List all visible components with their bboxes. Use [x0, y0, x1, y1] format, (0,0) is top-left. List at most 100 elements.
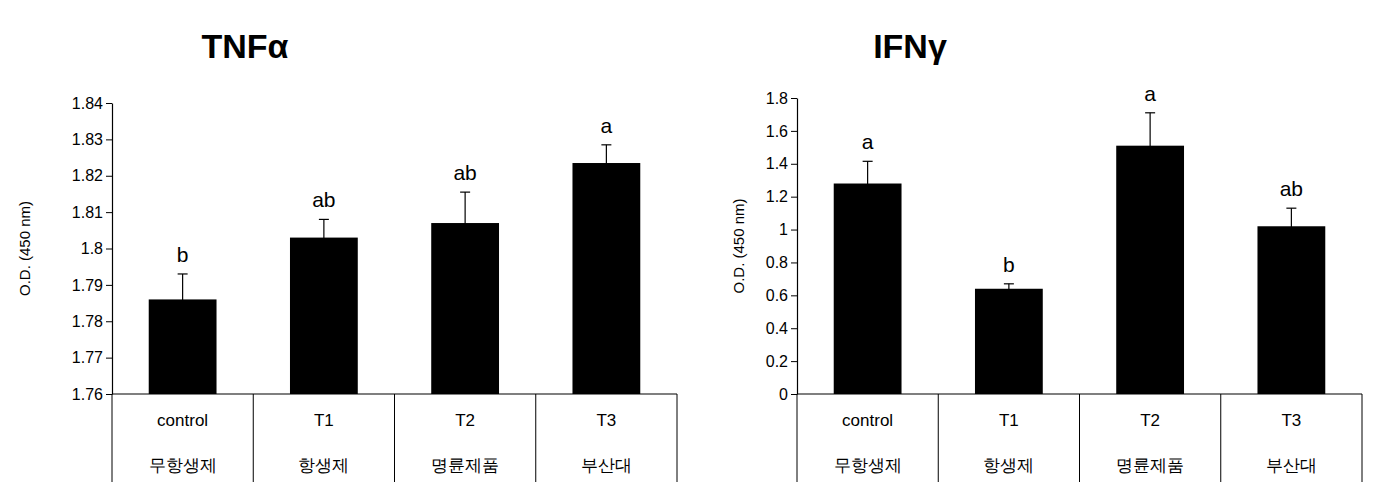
y-axis-label: O.D. (450 nm) — [730, 198, 747, 293]
y-tick-label: 0.4 — [766, 320, 788, 337]
category-separator — [253, 394, 254, 482]
x-tick-label: T3 — [596, 411, 616, 430]
error-bar-stem — [1291, 208, 1292, 244]
error-bar-cap — [1145, 112, 1155, 113]
x-tick-label: T3 — [1281, 411, 1301, 430]
error-bar-stem — [606, 145, 607, 181]
y-tick: 0.2 — [766, 353, 797, 370]
error-bar-stem — [1008, 284, 1009, 294]
x-subcategory-label: 항생제 — [298, 456, 349, 475]
category-separator — [938, 394, 939, 482]
y-tick: 1.82 — [72, 167, 112, 184]
y-tick-label: 1.2 — [766, 188, 788, 205]
error-bar-cap — [178, 273, 188, 274]
category-separator — [1220, 394, 1221, 482]
x-tick-label: T2 — [1140, 411, 1160, 430]
error-bar-cap — [1004, 293, 1014, 294]
y-tick-label: 0.6 — [766, 287, 788, 304]
bar — [1257, 226, 1325, 394]
significance-letter: b — [1003, 253, 1015, 276]
chart-title: TNFα — [202, 27, 289, 65]
x-tick-label: T1 — [999, 411, 1019, 430]
y-tick-label: 1.78 — [72, 313, 103, 330]
category-separator — [677, 394, 678, 482]
error-bar-cap — [601, 181, 611, 182]
y-tick-label: 1.79 — [72, 276, 103, 293]
y-axis-line — [797, 99, 798, 395]
error-bar-cap — [1286, 244, 1296, 245]
y-tick-mark — [106, 249, 112, 250]
category-separator — [535, 394, 536, 482]
y-axis: 00.20.40.60.811.21.41.61.8 — [766, 90, 798, 403]
error-bar-cap — [178, 324, 188, 325]
error-bar-stem — [465, 192, 466, 254]
y-tick: 0.4 — [766, 320, 797, 337]
category-separator — [1362, 394, 1363, 482]
chart-panel: IFNγO.D. (450 nm)00.20.40.60.811.21.41.6… — [730, 27, 1362, 482]
y-tick: 1.83 — [72, 131, 112, 148]
y-tick-mark — [791, 295, 797, 296]
error-bar-cap — [319, 219, 329, 220]
y-tick: 0.6 — [766, 287, 797, 304]
y-tick-mark — [791, 262, 797, 263]
y-tick-mark — [791, 328, 797, 329]
significance-letter: b — [177, 243, 189, 266]
y-axis-line — [112, 104, 113, 395]
y-tick-mark — [791, 98, 797, 99]
x-subcategory-label: 무항생제 — [149, 456, 217, 475]
y-tick-mark — [791, 394, 797, 395]
category-separator — [1079, 394, 1080, 482]
significance-letter: ab — [453, 161, 476, 184]
significance-letter: a — [862, 130, 874, 153]
plot-area — [149, 145, 641, 394]
y-tick-mark — [106, 358, 112, 359]
y-tick: 1.84 — [72, 95, 112, 112]
y-tick-label: 0.2 — [766, 353, 788, 370]
x-subcategory-label: 부산대 — [1266, 456, 1317, 475]
y-tick-label: 1.81 — [72, 204, 103, 221]
y-tick-label: 1.82 — [72, 167, 103, 184]
error-bar-cap — [1286, 208, 1296, 209]
significance-letter: a — [1144, 82, 1156, 105]
error-bar-cap — [601, 144, 611, 145]
error-bar-cap — [1004, 283, 1014, 284]
y-tick: 0.8 — [766, 254, 797, 271]
bar — [975, 289, 1043, 394]
y-tick-label: 1.83 — [72, 131, 103, 148]
y-tick-mark — [106, 103, 112, 104]
error-bar — [319, 219, 329, 255]
y-tick-label: 1.8 — [766, 90, 788, 107]
error-bar — [1286, 208, 1296, 244]
y-tick-label: 1.84 — [72, 95, 103, 112]
x-subcategory-label: 명륜제품 — [1116, 456, 1184, 475]
y-axis: 1.76 1.77 1.78 1.79 1.8 1.81 1.82 1.83 1.84 — [72, 95, 113, 403]
y-tick: 1.8 — [81, 240, 112, 257]
y-tick: 1.4 — [766, 155, 797, 172]
y-tick: 1.81 — [72, 204, 112, 221]
error-bar — [1004, 284, 1014, 294]
chart-panel: TNFαO.D. (450 nm)1.761.771.781.791.81.81… — [16, 27, 677, 482]
y-tick-mark — [106, 212, 112, 213]
y-tick-mark — [106, 285, 112, 286]
y-tick-label: 1 — [779, 221, 788, 238]
y-tick: 1.77 — [72, 349, 112, 366]
y-tick-mark — [791, 230, 797, 231]
chart-title: IFNγ — [873, 27, 947, 65]
y-tick: 1.79 — [72, 276, 112, 293]
error-bar-cap — [460, 192, 470, 193]
category-separator — [112, 394, 113, 482]
y-tick-mark — [106, 139, 112, 140]
x-subcategory-label: 명륜제품 — [431, 456, 499, 475]
y-tick-label: 1.76 — [72, 386, 103, 403]
y-tick: 1.2 — [766, 188, 797, 205]
y-tick-mark — [106, 394, 112, 395]
error-bar-stem — [867, 161, 868, 205]
error-bar-cap — [863, 205, 873, 206]
y-tick-label: 1.8 — [81, 240, 103, 257]
y-tick-label: 0 — [779, 386, 788, 403]
bar — [1116, 146, 1184, 394]
error-bar-cap — [460, 253, 470, 254]
bar — [572, 163, 640, 394]
y-tick-mark — [791, 197, 797, 198]
y-tick-mark — [106, 176, 112, 177]
